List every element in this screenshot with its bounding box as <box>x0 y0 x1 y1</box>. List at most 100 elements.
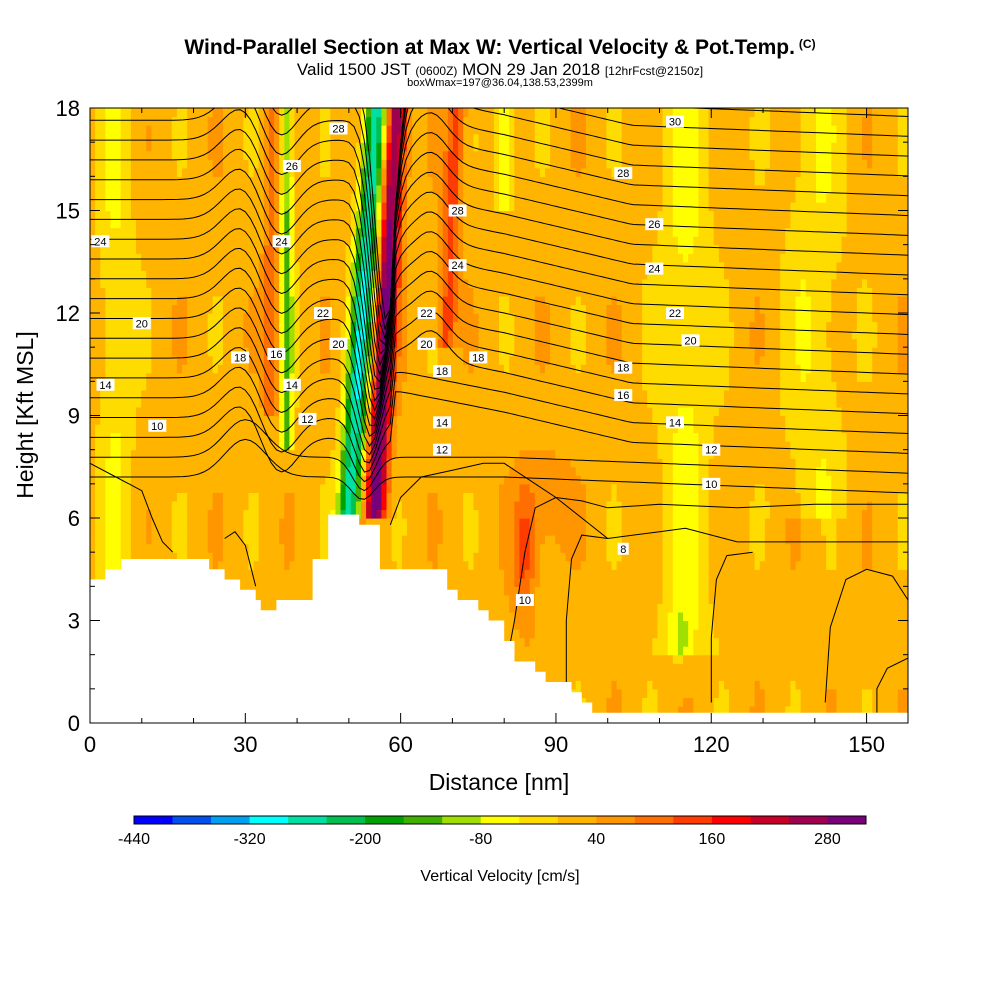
velocity-cell <box>514 184 664 195</box>
velocity-cell <box>662 193 674 203</box>
velocity-cell <box>499 176 510 186</box>
velocity-cell <box>698 577 710 587</box>
velocity-cell <box>279 415 285 425</box>
velocity-cell <box>514 201 664 212</box>
velocity-cell <box>897 116 908 126</box>
velocity-cell <box>754 697 766 707</box>
velocity-cell <box>713 697 730 707</box>
velocity-cell <box>345 432 352 442</box>
velocity-cell <box>391 125 403 135</box>
velocity-cell <box>366 270 372 280</box>
velocity-cell <box>780 287 802 297</box>
velocity-cell <box>606 108 623 118</box>
velocity-cell <box>524 569 536 579</box>
velocity-cell <box>289 398 296 408</box>
velocity-cell <box>570 321 587 331</box>
velocity-cell <box>222 338 244 348</box>
velocity-cell <box>95 116 106 126</box>
velocity-cell <box>514 150 536 160</box>
velocity-cell <box>381 475 388 485</box>
velocity-cell <box>207 543 224 553</box>
velocity-cell <box>897 535 908 545</box>
velocity-cell <box>754 688 766 698</box>
velocity-cell <box>294 201 352 212</box>
velocity-cell <box>831 509 848 519</box>
velocity-cell <box>499 347 515 357</box>
velocity-cell <box>672 594 699 605</box>
velocity-cell <box>606 313 623 323</box>
velocity-cell <box>355 372 362 382</box>
velocity-cell <box>381 159 388 169</box>
velocity-cell <box>289 287 296 297</box>
velocity-cell <box>371 125 377 135</box>
velocity-cell <box>826 688 838 698</box>
velocity-cell <box>447 176 459 186</box>
velocity-cell <box>836 389 908 400</box>
velocity-cell <box>872 697 899 707</box>
velocity-cell <box>550 313 572 323</box>
velocity-cell <box>90 535 96 545</box>
velocity-cell <box>621 347 643 357</box>
velocity-cell <box>381 184 388 195</box>
velocity-cell <box>821 518 838 528</box>
velocity-cell <box>672 586 699 596</box>
velocity-cell <box>371 150 377 160</box>
velocity-cell <box>406 219 439 229</box>
velocity-cell <box>406 159 413 169</box>
velocity-cell <box>447 270 454 280</box>
velocity-cell <box>539 577 664 587</box>
velocity-cell <box>447 167 459 177</box>
theta-contour-line <box>90 270 908 438</box>
colorbar-tick-label: -440 <box>118 831 150 848</box>
velocity-cell <box>151 330 173 340</box>
velocity-cell <box>519 629 536 639</box>
velocity-cell <box>320 492 336 502</box>
velocity-cell <box>514 176 664 186</box>
velocity-cell <box>391 389 398 400</box>
velocity-cell <box>447 287 454 297</box>
velocity-cell <box>386 432 393 442</box>
velocity-cell <box>95 569 106 579</box>
y-tick-label: 15 <box>56 199 80 224</box>
velocity-cell <box>437 321 444 331</box>
velocity-cell <box>749 125 771 135</box>
velocity-cell <box>836 535 863 545</box>
velocity-cell <box>243 313 265 323</box>
velocity-cell <box>146 372 260 382</box>
velocity-cell <box>718 406 781 417</box>
velocity-cell <box>258 543 285 553</box>
velocity-cell <box>289 184 296 195</box>
velocity-cell <box>284 509 296 519</box>
velocity-cell <box>248 500 260 511</box>
velocity-cell <box>570 142 587 152</box>
velocity-cell <box>708 569 908 579</box>
velocity-cell <box>427 108 449 118</box>
velocity-cell <box>693 637 720 647</box>
velocity-cell <box>672 432 699 442</box>
velocity-cell <box>872 133 899 143</box>
velocity-cell <box>187 116 209 126</box>
velocity-cell <box>401 287 408 297</box>
velocity-cell <box>391 330 398 340</box>
velocity-cell <box>718 637 908 647</box>
velocity-cell <box>151 295 178 306</box>
velocity-cell <box>320 509 331 519</box>
velocity-cell <box>345 321 352 331</box>
velocity-cell <box>381 321 393 331</box>
velocity-cell <box>478 518 500 528</box>
velocity-cell <box>289 108 296 118</box>
velocity-cell <box>381 108 388 118</box>
velocity-cell <box>340 415 347 425</box>
velocity-cell <box>371 500 383 511</box>
velocity-cell <box>355 381 362 391</box>
velocity-cell <box>662 150 674 160</box>
velocity-cell <box>749 535 766 545</box>
velocity-cell <box>95 483 106 493</box>
velocity-cell <box>355 270 362 280</box>
velocity-cell <box>182 167 214 177</box>
velocity-cell <box>463 108 469 118</box>
velocity-cell <box>805 287 832 297</box>
velocity-cell <box>386 167 393 177</box>
velocity-cell <box>248 347 265 357</box>
velocity-cell <box>391 415 398 425</box>
